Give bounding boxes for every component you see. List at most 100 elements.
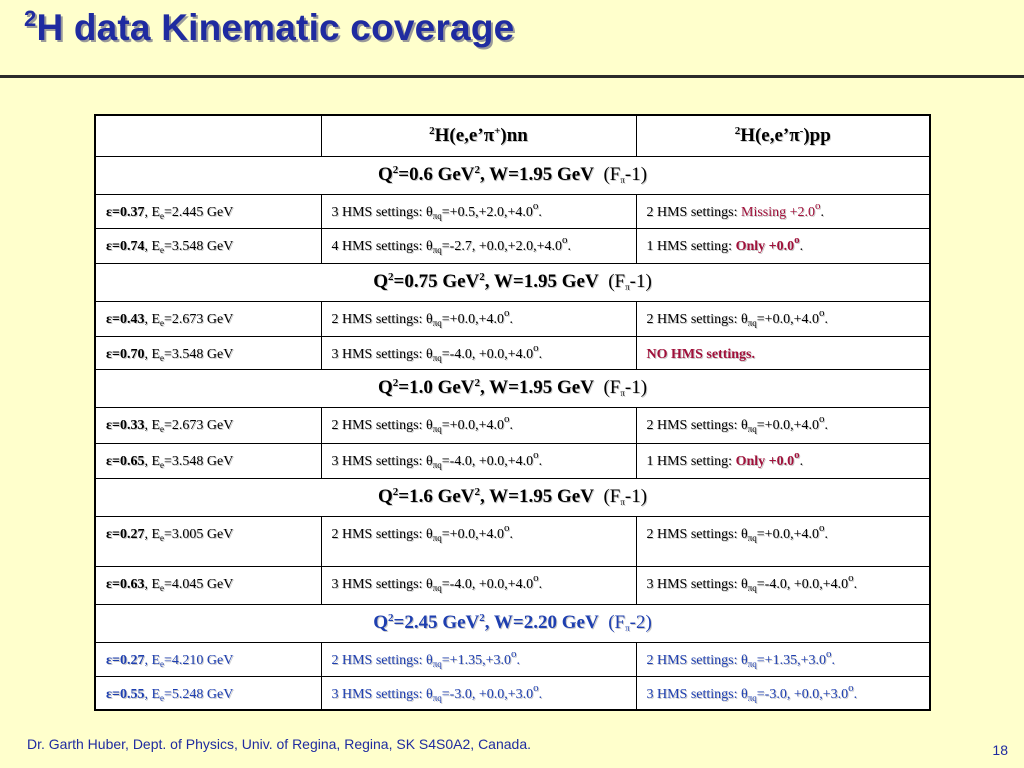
epsilon-beam-energy-cell: ε=0.43, Ee=2.673 GeV xyxy=(94,300,322,337)
q2-label: Q xyxy=(377,377,393,398)
hms-settings-pp-cell: 3 HMS settings: θπq=-4.0, +0.0,+4.0o. xyxy=(635,565,931,605)
header-empty-cell xyxy=(94,114,322,157)
hms-count-text: 3 HMS settings: xyxy=(646,686,742,702)
hms-count-text: 2 HMS settings: xyxy=(331,417,427,433)
table-row: ε=0.55, Ee=5.248 GeV 3 HMS settings: θπq=… xyxy=(94,675,931,711)
fpi-extraction: (Fπ-1) xyxy=(593,377,648,398)
epsilon-beam-energy-cell: ε=0.63, Ee=4.045 GeV xyxy=(94,565,322,605)
q2-value: 2.45 xyxy=(404,612,438,633)
hms-count-text: 2 HMS settings: xyxy=(646,417,742,433)
hms-angle-list: =-3.0, +0.0,+3.0 xyxy=(756,686,849,702)
hms-settings-nn-cell: 2 HMS settings: θπq=+0.0,+4.0o. xyxy=(320,406,637,444)
fpi-extraction: (Fπ-1) xyxy=(598,271,652,292)
hms-settings-pp-cell: 2 HMS settings: θπq=+0.0,+4.0o. xyxy=(635,515,931,567)
beam-energy-value: =4.210 GeV xyxy=(164,652,234,668)
table-row: ε=0.65, Ee=3.548 GeV 3 HMS settings: θπq=… xyxy=(94,442,931,479)
degree-symbol: o xyxy=(825,647,832,660)
beam-energy-value: =5.248 GeV xyxy=(164,686,234,702)
hms-angle-list: =-4.0, +0.0,+4.0 xyxy=(441,576,534,592)
degree-symbol: o xyxy=(533,341,539,354)
q2-superscript: 2 xyxy=(387,612,394,624)
hms-angle-list: =+0.5,+2.0,+4.0 xyxy=(441,204,533,220)
epsilon-beam-energy-cell: ε=0.65, Ee=3.548 GeV xyxy=(94,442,322,479)
degree-symbol: o xyxy=(533,448,539,461)
beam-energy-value: =2.673 GeV xyxy=(164,311,234,327)
section-header-row: Q2=1.6 GeV2, W=1.95 GeV (Fπ-1) xyxy=(94,477,931,517)
q2-superscript: 2 xyxy=(392,486,399,498)
degree-symbol: o xyxy=(815,199,821,212)
degree-symbol: o xyxy=(818,521,825,534)
header-pp-reaction: 2H(e,e’π-)pp xyxy=(635,114,931,157)
q2-value: 1.0 xyxy=(409,377,433,398)
table-row: ε=0.70, Ee=3.548 GeV 3 HMS settings: θπq=… xyxy=(94,335,931,370)
hms-angle-list: =+0.0,+4.0 xyxy=(441,417,504,433)
epsilon-value: ε=0.27 xyxy=(106,652,145,668)
hms-count-text: 2 HMS settings: xyxy=(646,204,742,220)
epsilon-value: ε=0.70 xyxy=(106,346,145,362)
section-kinematics: Q2=1.0 GeV2, W=1.95 GeV (Fπ-1) xyxy=(94,368,931,408)
degree-symbol: o xyxy=(818,412,825,425)
hms-coverage-note: Only +0.0o xyxy=(735,448,800,469)
hms-angle-list: =+0.0,+4.0 xyxy=(756,417,819,433)
hms-count-text: 1 HMS setting: xyxy=(646,238,736,254)
epsilon-beam-energy-cell: ε=0.27, Ee=3.005 GeV xyxy=(94,515,322,567)
w-value: W=1.95 GeV xyxy=(489,486,594,507)
hms-angle-list: =-4.0, +0.0,+4.0 xyxy=(441,453,534,469)
hms-count-text: 2 HMS settings: xyxy=(646,311,742,327)
hms-angle-list: =-3.0, +0.0,+3.0 xyxy=(441,686,534,702)
w-value: W=1.95 GeV xyxy=(489,377,594,398)
epsilon-value: ε=0.65 xyxy=(106,453,145,469)
table-row: ε=0.27, Ee=4.210 GeV 2 HMS settings: θπq=… xyxy=(94,641,931,677)
hms-count-text: 2 HMS settings: xyxy=(646,526,742,542)
q2-value: 0.6 xyxy=(409,164,433,185)
section-kinematics: Q2=2.45 GeV2, W=2.20 GeV (Fπ-2) xyxy=(94,603,931,643)
q2-value: 1.6 xyxy=(409,486,433,507)
epsilon-beam-energy-cell: ε=0.74, Ee=3.548 GeV xyxy=(94,227,322,264)
hms-count-text: 3 HMS settings: xyxy=(646,576,742,592)
degree-symbol: o xyxy=(818,306,825,319)
footer-author: Dr. Garth Huber, Dept. of Physics, Univ.… xyxy=(27,736,531,752)
table-row: ε=0.74, Ee=3.548 GeV 4 HMS settings: θπq=… xyxy=(94,227,931,264)
hms-settings-pp-cell: NO HMS settings. xyxy=(635,335,931,370)
title-superscript: 2 xyxy=(24,6,37,31)
table-row: ε=0.63, Ee=4.045 GeV 3 HMS settings: θπq=… xyxy=(94,565,931,605)
q2-label: Q xyxy=(373,271,388,292)
hms-count-text: 2 HMS settings: xyxy=(331,526,427,542)
degree-symbol: o xyxy=(794,448,800,461)
degree-symbol: o xyxy=(503,306,510,319)
hms-angle-list: =+0.0,+4.0 xyxy=(441,311,504,327)
epsilon-beam-energy-cell: ε=0.55, Ee=5.248 GeV xyxy=(94,675,322,711)
epsilon-value: ε=0.63 xyxy=(106,576,145,592)
hms-settings-nn-cell: 3 HMS settings: θπq=-4.0, +0.0,+4.0o. xyxy=(320,565,637,605)
degree-symbol: o xyxy=(503,412,510,425)
epsilon-value: ε=0.37 xyxy=(106,204,145,220)
hms-count-text: 3 HMS settings: xyxy=(331,453,427,469)
hms-settings-nn-cell: 2 HMS settings: θπq=+0.0,+4.0o. xyxy=(320,515,637,567)
table-row: ε=0.37, Ee=2.445 GeV 3 HMS settings: θπq=… xyxy=(94,193,931,229)
section-header-row: Q2=0.6 GeV2, W=1.95 GeV (Fπ-1) xyxy=(94,155,931,195)
section-kinematics: Q2=1.6 GeV2, W=1.95 GeV (Fπ-1) xyxy=(94,477,931,517)
fpi-index: -1) xyxy=(624,377,648,398)
hms-settings-nn-cell: 3 HMS settings: θπq=-3.0, +0.0,+3.0o. xyxy=(320,675,637,711)
table-row: ε=0.27, Ee=3.005 GeV 2 HMS settings: θπq=… xyxy=(94,515,931,567)
beam-energy-value: =3.548 GeV xyxy=(164,346,234,362)
hms-angle-list: =-4.0, +0.0,+4.0 xyxy=(756,576,849,592)
epsilon-beam-energy-cell: ε=0.70, Ee=3.548 GeV xyxy=(94,335,322,370)
q2-label: Q xyxy=(373,612,388,633)
hms-settings-pp-cell: 1 HMS setting: Only +0.0o. xyxy=(635,442,931,479)
hms-settings-nn-cell: 4 HMS settings: θπq=-2.7, +0.0,+2.0,+4.0… xyxy=(320,227,637,264)
beam-energy-value: =3.548 GeV xyxy=(164,238,234,254)
hms-settings-nn-cell: 3 HMS settings: θπq=-4.0, +0.0,+4.0o. xyxy=(320,335,637,370)
hms-angle-list: =+0.0,+4.0 xyxy=(756,526,819,542)
epsilon-beam-energy-cell: ε=0.27, Ee=4.210 GeV xyxy=(94,641,322,677)
hms-angle-list: =+0.0,+4.0 xyxy=(756,311,819,327)
hms-settings-nn-cell: 2 HMS settings: θπq=+1.35,+3.0o. xyxy=(320,641,637,677)
table-header-row: 2H(e,e’π+)nn 2H(e,e’π-)pp xyxy=(94,114,931,157)
degree-symbol: o xyxy=(533,681,539,694)
fpi-index: -1) xyxy=(629,271,652,292)
hms-count-text: 3 HMS settings: xyxy=(331,346,427,362)
epsilon-beam-energy-cell: ε=0.33, Ee=2.673 GeV xyxy=(94,406,322,444)
no-settings-note: NO HMS settings. xyxy=(646,346,756,362)
hms-coverage-note: Only +0.0o xyxy=(735,233,800,254)
section-header-row: Q2=2.45 GeV2, W=2.20 GeV (Fπ-2) xyxy=(94,603,931,643)
